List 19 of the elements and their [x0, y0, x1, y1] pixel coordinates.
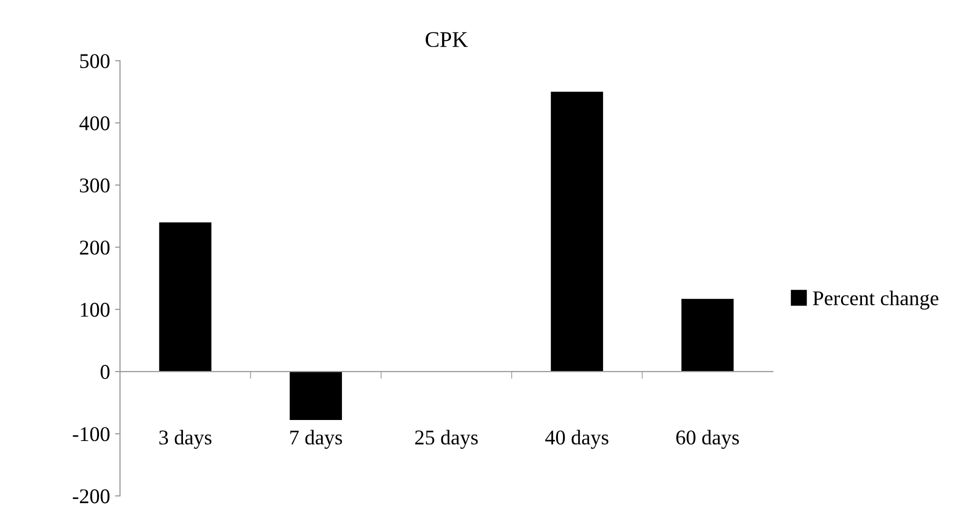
- x-tick-label: 3 days: [159, 430, 212, 449]
- bar: [550, 92, 604, 372]
- y-tick-label: 200: [80, 240, 110, 255]
- y-tick-label: -100: [72, 427, 110, 442]
- bar: [159, 222, 212, 372]
- bar: [290, 372, 342, 420]
- y-tick-label: 0: [100, 364, 110, 379]
- chart-title: CPK: [426, 32, 468, 48]
- y-tick-label: 100: [80, 302, 110, 317]
- y-tick-label: 500: [80, 54, 110, 68]
- x-tick-label: 25 days: [415, 430, 478, 449]
- legend-label: Percent change: [812, 290, 938, 310]
- x-tick-label: 7 days: [290, 430, 342, 449]
- y-tick-label: 300: [80, 178, 110, 192]
- y-tick-label: -200: [72, 489, 110, 504]
- y-tick-label: 400: [79, 116, 110, 130]
- x-tick-label: 40 days: [545, 430, 608, 449]
- x-tick-label: 60 days: [676, 430, 739, 449]
- bar: [681, 298, 734, 372]
